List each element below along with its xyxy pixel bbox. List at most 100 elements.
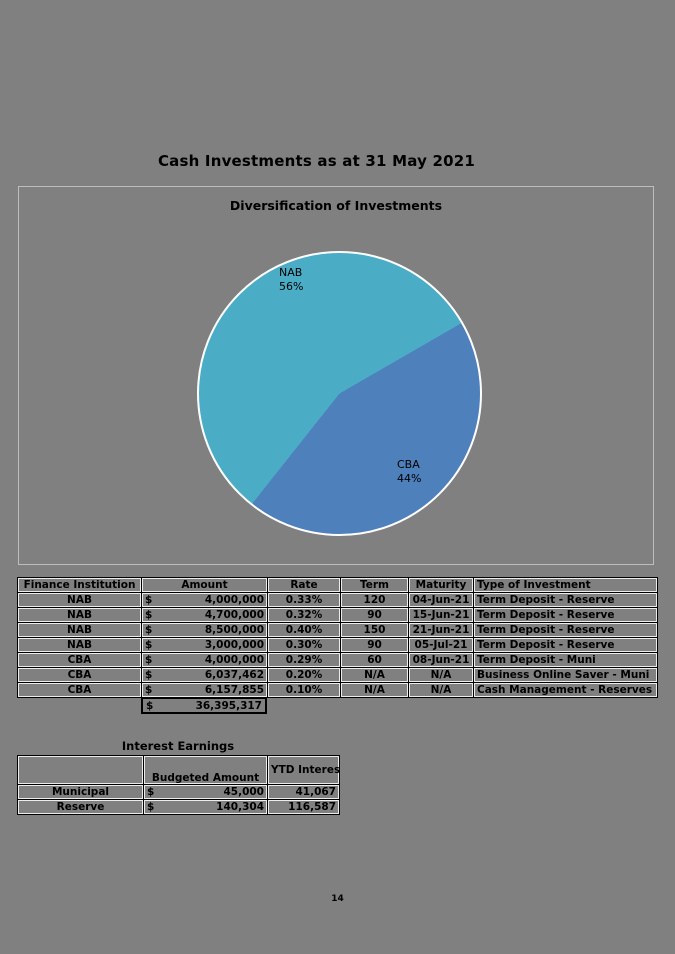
- currency-symbol: $: [145, 624, 153, 636]
- cell-maturity: 05-Jul-21: [408, 637, 474, 653]
- currency-symbol: $: [145, 654, 153, 666]
- table-row: NAB $8,500,000 0.40% 150 21-Jun-21 Term …: [17, 622, 658, 638]
- cell-institution: CBA: [17, 652, 142, 668]
- cell-term: N/A: [340, 682, 409, 698]
- chart-title: Diversification of Investments: [229, 198, 443, 213]
- cell-institution: NAB: [17, 592, 142, 608]
- amount-value: 6,157,855: [204, 684, 264, 696]
- pie-chart: [197, 251, 482, 536]
- cell-type: Term Deposit - Muni: [473, 652, 658, 668]
- cell-ytd: 116,587: [267, 799, 340, 815]
- cell-amount: $4,000,000: [141, 592, 268, 608]
- header-maturity: Maturity: [408, 577, 474, 593]
- cell-rate: 0.32%: [267, 607, 341, 623]
- table-row: Municipal $45,000 41,067: [17, 784, 340, 800]
- currency-symbol: $: [147, 786, 155, 798]
- cell-type: Term Deposit - Reserve: [473, 592, 658, 608]
- cell-term: 150: [340, 622, 409, 638]
- table-row: CBA $6,157,855 0.10% N/A N/A Cash Manage…: [17, 682, 658, 698]
- table-row: NAB $3,000,000 0.30% 90 05-Jul-21 Term D…: [17, 637, 658, 653]
- interest-earnings-table: Budgeted Amount YTD Interest Municipal $…: [17, 755, 340, 815]
- header-ytd-interest: YTD Interest: [267, 755, 340, 785]
- cell-maturity: N/A: [408, 667, 474, 683]
- header-amount: Amount: [141, 577, 268, 593]
- cell-type: Term Deposit - Reserve: [473, 607, 658, 623]
- amount-value: 4,700,000: [204, 609, 264, 621]
- cell-type: Term Deposit - Reserve: [473, 637, 658, 653]
- cell-term: N/A: [340, 667, 409, 683]
- cell-term: 90: [340, 607, 409, 623]
- header-budgeted-amount: Budgeted Amount: [143, 755, 268, 785]
- page-title: Cash Investments as at 31 May 2021: [157, 152, 476, 170]
- cell-institution: NAB: [17, 622, 142, 638]
- cell-budgeted: $140,304: [143, 799, 268, 815]
- page-number: 14: [331, 894, 344, 904]
- interest-earnings-title: Interest Earnings: [121, 739, 235, 753]
- table-row: Reserve $140,304 116,587: [17, 799, 340, 815]
- cell-amount: $3,000,000: [141, 637, 268, 653]
- cell-amount: $4,700,000: [141, 607, 268, 623]
- investments-header-row: Finance Institution Amount Rate Term Mat…: [17, 577, 658, 593]
- header-finance-institution: Finance Institution: [17, 577, 142, 593]
- cell-term: 120: [340, 592, 409, 608]
- currency-symbol: $: [145, 639, 153, 651]
- header-rate: Rate: [267, 577, 341, 593]
- budgeted-value: 140,304: [216, 801, 264, 813]
- amount-value: 4,000,000: [204, 594, 264, 606]
- cell-maturity: N/A: [408, 682, 474, 698]
- pie-label-cba: CBA 44%: [397, 458, 421, 486]
- pie-label-nab-pct: 56%: [279, 280, 304, 293]
- cell-fund-label: Reserve: [17, 799, 144, 815]
- pie-label-nab-name: NAB: [279, 266, 303, 279]
- total-amount-cell: $ 36,395,317: [141, 697, 267, 714]
- cell-institution: CBA: [17, 667, 142, 683]
- pie-label-cba-name: CBA: [397, 458, 420, 471]
- header-term: Term: [340, 577, 409, 593]
- cell-institution: CBA: [17, 682, 142, 698]
- cell-amount: $4,000,000: [141, 652, 268, 668]
- cell-amount: $6,157,855: [141, 682, 268, 698]
- cell-type: Term Deposit - Reserve: [473, 622, 658, 638]
- chart-frame: Diversification of Investments NAB 56% C…: [18, 186, 654, 565]
- cell-budgeted: $45,000: [143, 784, 268, 800]
- cell-fund-label: Municipal: [17, 784, 144, 800]
- currency-symbol: $: [145, 609, 153, 621]
- table-row: NAB $4,700,000 0.32% 90 15-Jun-21 Term D…: [17, 607, 658, 623]
- table-row: CBA $4,000,000 0.29% 60 08-Jun-21 Term D…: [17, 652, 658, 668]
- amount-value: 8,500,000: [204, 624, 264, 636]
- cell-rate: 0.29%: [267, 652, 341, 668]
- amount-value: 4,000,000: [204, 654, 264, 666]
- cell-term: 90: [340, 637, 409, 653]
- currency-symbol: $: [145, 594, 153, 606]
- cell-amount: $6,037,462: [141, 667, 268, 683]
- currency-symbol: $: [145, 684, 153, 696]
- pie-label-cba-pct: 44%: [397, 472, 422, 485]
- table-row: NAB $4,000,000 0.33% 120 04-Jun-21 Term …: [17, 592, 658, 608]
- cell-amount: $8,500,000: [141, 622, 268, 638]
- interest-header-row: Budgeted Amount YTD Interest: [17, 755, 340, 785]
- cell-rate: 0.40%: [267, 622, 341, 638]
- header-blank: [17, 755, 144, 785]
- investments-table: Finance Institution Amount Rate Term Mat…: [17, 577, 658, 698]
- amount-value: 3,000,000: [204, 639, 264, 651]
- currency-symbol: $: [147, 801, 155, 813]
- cell-rate: 0.30%: [267, 637, 341, 653]
- total-amount-value: 36,395,317: [195, 699, 262, 712]
- cell-type: Cash Management - Reserves: [473, 682, 658, 698]
- cell-institution: NAB: [17, 637, 142, 653]
- total-currency-symbol: $: [146, 699, 154, 712]
- cell-rate: 0.20%: [267, 667, 341, 683]
- cell-maturity: 21-Jun-21: [408, 622, 474, 638]
- table-row: CBA $6,037,462 0.20% N/A N/A Business On…: [17, 667, 658, 683]
- header-type-of-investment: Type of Investment: [473, 577, 658, 593]
- budgeted-value: 45,000: [223, 786, 264, 798]
- cell-rate: 0.33%: [267, 592, 341, 608]
- cell-maturity: 04-Jun-21: [408, 592, 474, 608]
- cell-type: Business Online Saver - Muni: [473, 667, 658, 683]
- cell-maturity: 08-Jun-21: [408, 652, 474, 668]
- cell-maturity: 15-Jun-21: [408, 607, 474, 623]
- cell-term: 60: [340, 652, 409, 668]
- pie-label-nab: NAB 56%: [279, 266, 303, 294]
- currency-symbol: $: [145, 669, 153, 681]
